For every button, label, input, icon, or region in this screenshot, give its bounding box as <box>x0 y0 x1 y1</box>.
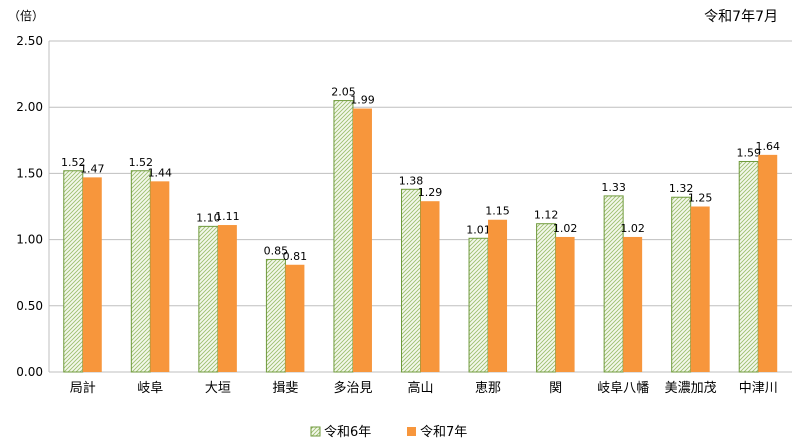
data-label: 1.47 <box>80 162 105 175</box>
data-label: 2.05 <box>331 86 356 99</box>
data-label: 0.85 <box>264 244 289 257</box>
legend-swatch <box>407 427 416 436</box>
bar-reiwa7 <box>420 201 440 372</box>
bar-reiwa6 <box>198 225 219 373</box>
x-category-label: 恵那 <box>475 381 501 396</box>
data-label: 1.25 <box>688 192 713 205</box>
x-axis-categories: 局計 岐阜 大垣 揖斐 多治見 高山 恵那 関 岐阜八幡 美濃加茂 中津川 <box>70 380 778 396</box>
bar-reiwa6 <box>265 258 286 373</box>
data-label: 1.33 <box>601 181 626 194</box>
data-label: 1.11 <box>215 210 240 223</box>
data-label: 1.01 <box>466 223 491 236</box>
data-label: 1.02 <box>620 222 645 235</box>
legend-label: 令和7年 <box>420 425 467 440</box>
data-label: 1.44 <box>148 166 173 179</box>
y-tick-label: 2.00 <box>16 100 43 114</box>
data-label: 1.52 <box>129 156 154 169</box>
bar-reiwa6 <box>63 170 84 373</box>
data-label: 1.32 <box>669 182 694 195</box>
bar-reiwa6 <box>130 170 151 373</box>
x-category-label: 多治見 <box>333 380 372 396</box>
x-category-label: 高山 <box>407 380 433 396</box>
bar-reiwa7 <box>285 264 305 372</box>
data-label: 0.81 <box>283 250 308 263</box>
date-label: 令和7年7月 <box>704 9 778 25</box>
data-label: 1.12 <box>534 209 559 222</box>
bar-reiwa7 <box>488 219 508 372</box>
legend-swatch <box>310 426 321 437</box>
bar-reiwa6 <box>401 188 421 373</box>
x-category-label: 大垣 <box>205 381 231 396</box>
bar-reiwa7 <box>623 236 643 372</box>
y-tick-label: 1.00 <box>16 233 43 247</box>
bar-reiwa7 <box>352 108 372 373</box>
x-category-label: 美濃加茂 <box>665 381 717 396</box>
data-label: 1.38 <box>399 174 424 187</box>
x-category-label: 岐阜 <box>137 380 163 396</box>
data-label: 1.59 <box>736 146 761 159</box>
legend-label: 令和6年 <box>324 425 371 440</box>
bar-reiwa7 <box>82 177 102 372</box>
x-category-label: 関 <box>549 381 562 396</box>
y-axis-ticks: 0.00 0.50 1.00 1.50 2.00 2.50 <box>16 34 43 379</box>
bar-reiwa7 <box>758 154 778 372</box>
y-tick-label: 0.50 <box>16 299 43 313</box>
y-tick-label: 1.50 <box>16 166 43 180</box>
x-category-label: 岐阜八幡 <box>597 380 649 396</box>
data-label: 1.29 <box>418 186 443 199</box>
data-label: 1.99 <box>350 94 375 107</box>
y-tick-label: 0.00 <box>16 365 43 379</box>
bar-reiwa6 <box>738 160 759 373</box>
bar-reiwa6 <box>468 237 489 373</box>
x-category-label: 中津川 <box>739 381 778 396</box>
data-label: 1.64 <box>755 140 780 153</box>
bar-reiwa6 <box>536 223 557 373</box>
data-label: 1.15 <box>485 205 510 218</box>
bar-reiwa7 <box>217 225 237 372</box>
bar-reiwa7 <box>150 181 170 372</box>
x-category-label: 揖斐 <box>272 381 298 396</box>
x-category-label: 局計 <box>70 380 96 396</box>
data-label: 1.52 <box>61 156 86 169</box>
bar-reiwa7 <box>690 206 710 372</box>
bar-reiwa6 <box>333 100 354 373</box>
y-tick-label: 2.50 <box>16 34 43 48</box>
legend: 令和6年 令和7年 <box>310 425 467 440</box>
y-unit-label: （倍） <box>8 8 44 23</box>
bars: 1.521.471.521.441.101.110.850.812.051.99… <box>61 86 780 373</box>
data-label: 1.10 <box>196 211 221 224</box>
bar-reiwa7 <box>555 236 575 372</box>
data-label: 1.02 <box>553 222 578 235</box>
bar-reiwa6 <box>671 196 692 373</box>
